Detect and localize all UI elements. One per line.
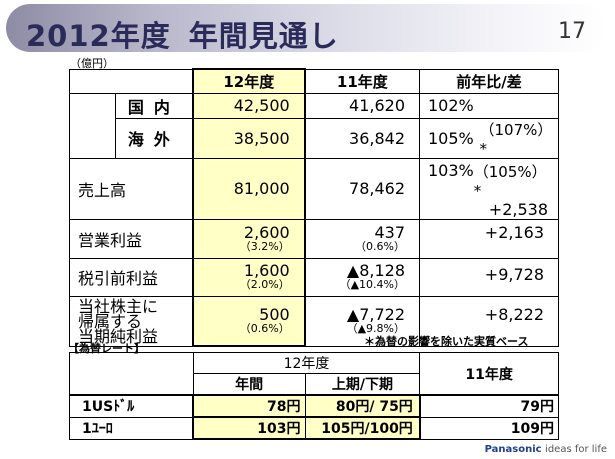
- fx-eur-year: 103円: [192, 416, 306, 440]
- logo-brand: Panasonic: [484, 444, 542, 455]
- title-text: 年間見通し: [188, 19, 339, 53]
- table-row: 売上高 81,000 78,462 103% （105%）* +2,538: [68, 157, 559, 220]
- col-header-yoy: 前年比/差: [419, 68, 559, 94]
- net-income-fy11: ▲7,722 （▲9.8%）: [304, 295, 420, 347]
- domestic-fy11: 41,620: [304, 92, 420, 119]
- pretax-fy12-margin: （2.0%）: [239, 278, 290, 291]
- net-income-diff: +8,222: [419, 295, 559, 347]
- title-year: 2012年度: [26, 19, 171, 53]
- row-label-overseas: 海外: [114, 117, 194, 159]
- pretax-fy12: 1,600 （2.0%）: [191, 257, 306, 297]
- net-income-label-line: 当期純利益: [78, 326, 159, 346]
- fx-subheader-row: 年間 上期/下期: [70, 373, 559, 396]
- fx-eur-fy11: 109円: [419, 416, 559, 440]
- sales-fy11: 78,462: [304, 157, 420, 220]
- row-label-pretax-income: 税引前利益: [68, 257, 194, 297]
- page-number: 17: [558, 19, 586, 44]
- pretax-fy12-value: 1,600: [243, 261, 290, 280]
- blank-header-cell: [68, 68, 194, 94]
- net-income-label-line: 当社株主に: [78, 296, 159, 316]
- sales-extra: （105%）*: [473, 162, 547, 200]
- row-label-sales: 売上高: [68, 157, 194, 220]
- fx-header-fy12: 12年度: [192, 352, 421, 374]
- fx-blank-header: [69, 352, 194, 395]
- panasonic-logo: Panasonic ideas for life: [485, 444, 607, 455]
- pretax-fy11: ▲8,128 （▲10.4%）: [304, 257, 420, 297]
- forecast-table: 12年度 11年度 前年比/差 国内 42,500 41,620 102% 海外…: [68, 68, 560, 347]
- footnote: ＊為替の影響を除いた実質ベース: [364, 335, 529, 348]
- fx-row-usd: 1USﾄﾞﾙ 78円 80円/ 75円 79円: [69, 394, 559, 418]
- unit-label: （億円）: [70, 57, 114, 70]
- net-income-fy12-value: 500: [259, 304, 290, 324]
- indent-cell: [69, 92, 116, 158]
- net-income-fy11-margin: （▲9.8%）: [346, 322, 405, 335]
- fx-usd-label: 1USﾄﾞﾙ: [69, 394, 194, 418]
- table-row: 国内 42,500 41,620 102%: [69, 92, 560, 158]
- table-row: 営業利益 2,600 （3.2%） 437 （0.6%） +2,163: [68, 218, 559, 259]
- operating-income-fy12-margin: （3.2%）: [239, 239, 290, 253]
- fx-eur-label: 1ﾕｰﾛ: [69, 416, 194, 440]
- table-row: 海外 38,500 36,842 105% （107%）*: [70, 117, 560, 159]
- table-row: 税引前利益 1,600 （2.0%） ▲8,128 （▲10.4%） +9,72…: [68, 257, 559, 297]
- col-header-fy12: 12年度: [191, 68, 306, 94]
- domestic-ratio: 102%: [419, 92, 480, 119]
- operating-income-diff: +2,163: [419, 218, 559, 259]
- row-label-domestic: 国内: [114, 92, 194, 119]
- pretax-fy11-value: ▲8,128: [346, 261, 405, 280]
- operating-income-fy12-value: 2,600: [243, 222, 290, 242]
- sales-fy12: 81,000: [191, 157, 306, 220]
- pretax-diff: +9,728: [419, 257, 559, 297]
- sales-diff: +2,538: [488, 199, 548, 219]
- sales-yoy: 103% （105%）* +2,538: [419, 157, 559, 220]
- overseas-ratio: 105%: [419, 117, 480, 159]
- overseas-fy11: 36,842: [304, 117, 420, 159]
- overseas-fy12: 38,500: [191, 117, 306, 159]
- title-banner: 2012年度 年間見通し 17: [6, 4, 608, 55]
- fx-usd-year: 78円: [192, 394, 306, 418]
- fx-header-half: 上期/下期: [304, 373, 421, 396]
- sales-ratio-line: 103% （105%）*: [428, 161, 548, 200]
- fx-usd-fy11: 79円: [419, 394, 559, 418]
- fx-section-label: 【為替レート】: [68, 342, 145, 355]
- pretax-fy11-margin: （▲10.4%）: [339, 278, 405, 291]
- fx-eur-half: 105円/100円: [304, 416, 421, 440]
- net-income-fy12-margin: （0.6%）: [239, 321, 290, 335]
- logo-tagline: ideas for life: [545, 444, 607, 455]
- overseas-extra: （107%）*: [479, 117, 560, 159]
- net-income-fy11-value: ▲7,722: [346, 305, 405, 324]
- operating-income-fy11-margin: （0.6%）: [355, 239, 405, 253]
- fx-header-row: 12年度 11年度: [69, 352, 559, 396]
- fx-usd-half: 80円/ 75円: [304, 394, 421, 418]
- fx-rate-table: 12年度 11年度 年間 上期/下期 1USﾄﾞﾙ 78円 80円/ 75円 7…: [69, 352, 559, 440]
- net-income-fy12: 500 （0.6%）: [191, 295, 306, 347]
- page-title: 2012年度 年間見通し: [26, 13, 339, 55]
- fx-header-year: 年間: [192, 373, 306, 396]
- table-row: 当社株主に 帰属する 当期純利益 500 （0.6%） ▲7,722 （▲9.8…: [68, 295, 559, 347]
- row-label-operating-income: 営業利益: [68, 218, 194, 259]
- fx-header-fy11: 11年度: [419, 352, 559, 396]
- operating-income-fy11-value: 437: [374, 222, 405, 242]
- operating-income-fy11: 437 （0.6%）: [304, 218, 420, 259]
- domestic-extra: [479, 92, 560, 119]
- header-row: 12年度 11年度 前年比/差: [68, 68, 559, 94]
- sales-ratio: 103%: [428, 160, 474, 180]
- col-header-fy11: 11年度: [304, 68, 420, 94]
- row-label-net-income: 当社株主に 帰属する 当期純利益: [68, 295, 194, 347]
- operating-income-fy12: 2,600 （3.2%）: [191, 218, 306, 259]
- net-income-label-line: 帰属する: [78, 311, 143, 331]
- domestic-fy12: 42,500: [191, 92, 306, 119]
- fx-row-eur: 1ﾕｰﾛ 103円 105円/100円 109円: [69, 416, 559, 440]
